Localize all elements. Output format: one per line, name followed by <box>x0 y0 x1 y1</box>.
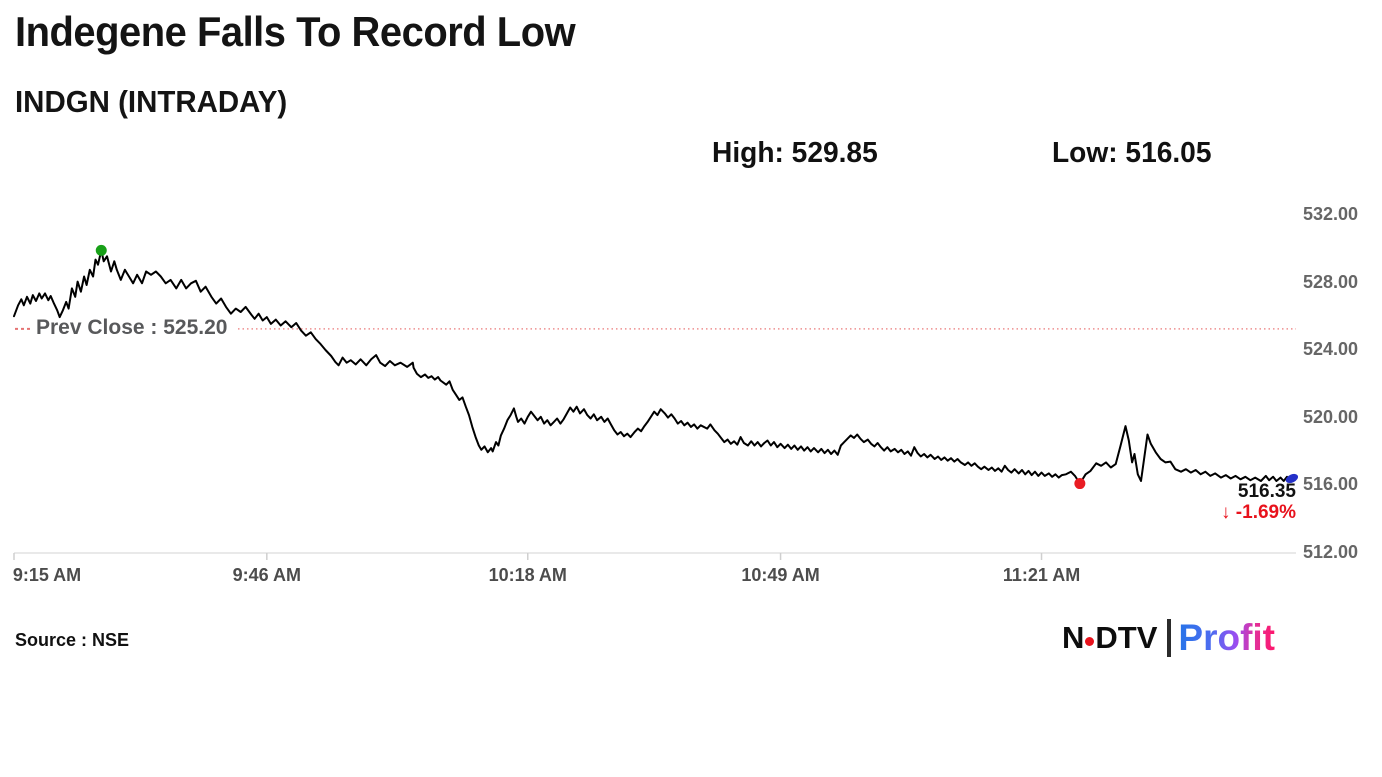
last-price-marker <box>1285 473 1299 484</box>
y-axis-label: 520.00 <box>1303 406 1359 427</box>
x-axis-label: 9:15 AM <box>12 565 82 585</box>
logo-divider <box>1167 619 1172 657</box>
y-axis-label: 516.00 <box>1303 474 1359 495</box>
ndtv-logo-n: N <box>1062 620 1085 655</box>
prev-close-label: Prev Close : 525.20 <box>36 315 228 339</box>
symbol-subtitle: INDGN (INTRADAY) <box>15 84 288 119</box>
ndtv-red-dot-icon <box>1085 636 1095 646</box>
source-label: Source : NSE <box>15 630 130 650</box>
x-axis-label: 10:49 AM <box>741 565 820 585</box>
low-marker-dot <box>1074 478 1086 490</box>
x-axis-label: 11:21 AM <box>1002 565 1081 585</box>
ndtv-profit-logo: N DTV Profit <box>1062 615 1275 661</box>
profit-logo-text: Profit <box>1178 617 1275 658</box>
high-value-label: High: 529.85 <box>712 137 878 169</box>
last-price-label: 516.35 <box>1237 481 1296 502</box>
y-axis-label: 532.00 <box>1303 204 1359 224</box>
x-axis-label: 10:18 AM <box>488 565 567 585</box>
low-value-label: Low: 516.05 <box>1052 137 1212 169</box>
y-axis-label: 512.00 <box>1303 542 1359 562</box>
page-title: Indegene Falls To Record Low <box>15 8 576 55</box>
y-axis-label: 524.00 <box>1303 339 1359 360</box>
price-line <box>13 249 1293 485</box>
high-marker-dot <box>95 244 107 256</box>
y-axis-label: 528.00 <box>1303 271 1359 292</box>
change-percent-label: ↓ -1.69% <box>1221 502 1296 523</box>
ndtv-logo-rest: DTV <box>1095 620 1158 655</box>
x-axis-label: 9:46 AM <box>232 565 301 585</box>
